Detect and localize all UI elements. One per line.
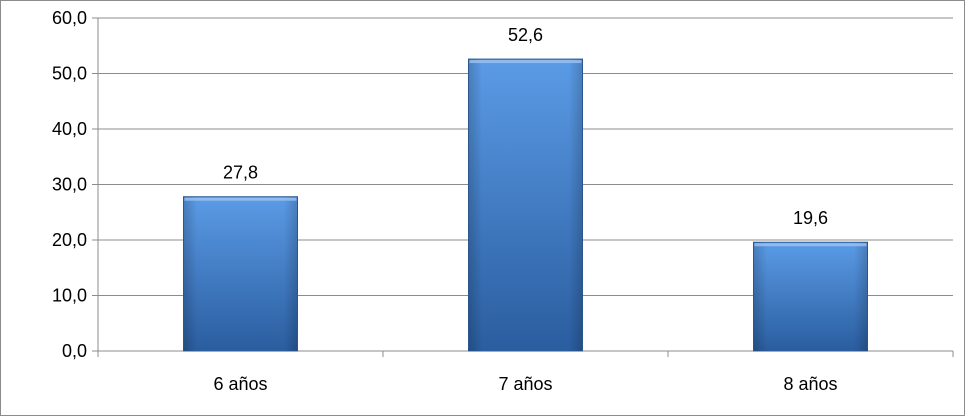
bar-shade: [183, 196, 298, 351]
y-tick-label: 20,0: [52, 230, 87, 250]
x-category-label: 6 años: [213, 374, 267, 394]
data-label: 27,8: [223, 163, 258, 183]
bar-shade: [753, 242, 868, 351]
y-tick-label: 10,0: [52, 286, 87, 306]
bars: [183, 58, 868, 352]
x-category-label: 7 años: [498, 374, 552, 394]
labels: 0,0 10,0 20,0 30,0 40,0 50,0 60,0 27,8 6 años 52,…: [52, 8, 838, 394]
x-category-label: 8 años: [783, 374, 837, 394]
y-tick-label: 60,0: [52, 8, 87, 28]
bar-highlight: [184, 197, 297, 201]
y-tick-label: 0,0: [62, 341, 87, 361]
data-label: 19,6: [793, 208, 828, 228]
bar-highlight: [754, 243, 867, 247]
y-tick-label: 30,0: [52, 175, 87, 195]
y-tick-label: 40,0: [52, 119, 87, 139]
data-label: 52,6: [508, 25, 543, 45]
bar-highlight: [469, 60, 582, 64]
y-tick-label: 50,0: [52, 64, 87, 84]
bar-shade: [468, 59, 583, 351]
